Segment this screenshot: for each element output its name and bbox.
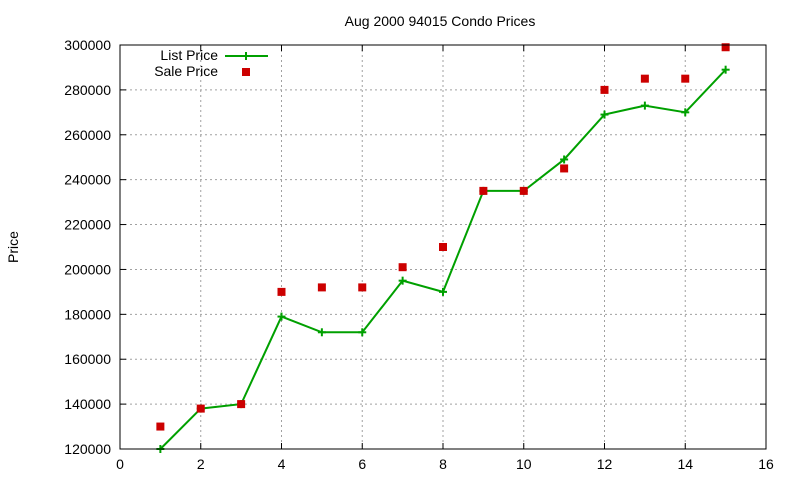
legend-label-list-price: List Price	[160, 47, 218, 63]
sale-price-point	[479, 186, 488, 195]
x-tick-label: 14	[677, 456, 693, 472]
list-price-point	[439, 287, 447, 296]
sale-price-point	[439, 243, 447, 251]
x-tick-label: 6	[358, 456, 366, 472]
sale-price-point	[156, 422, 165, 431]
sale-price-point	[277, 287, 286, 296]
sale-price-point	[681, 74, 690, 83]
list-price-point	[640, 101, 649, 110]
x-tick-label: 16	[758, 456, 774, 472]
sale-price-point	[600, 85, 609, 94]
x-tick-label: 4	[278, 456, 286, 472]
legend-marker-sale-price	[242, 68, 250, 76]
y-tick-label: 220000	[64, 217, 111, 233]
sale-price-point	[721, 43, 730, 52]
list-price-point	[560, 155, 569, 164]
y-axis-label: Price	[5, 231, 21, 263]
series	[156, 43, 730, 453]
list-price-point	[358, 328, 367, 337]
legend-label-sale-price: Sale Price	[154, 63, 218, 79]
y-tick-label: 240000	[64, 172, 111, 188]
sale-price-point	[640, 74, 649, 83]
sale-price-point	[358, 283, 367, 292]
y-tick-label: 180000	[64, 306, 111, 322]
y-tick-label: 200000	[64, 261, 111, 277]
y-tick-label: 120000	[64, 441, 111, 457]
sale-price-point	[237, 400, 246, 409]
sale-price-point	[560, 164, 569, 173]
x-tick-label: 12	[597, 456, 613, 472]
y-tick-label: 260000	[64, 127, 111, 143]
sale-price-point	[196, 404, 205, 413]
chart-title: Aug 2000 94015 Condo Prices	[345, 13, 536, 29]
axis-ticks: 0 2 4 6 8 10 12 14 16 120000 140000 160000 180000 200…	[64, 37, 774, 472]
y-tick-label: 300000	[64, 37, 111, 53]
sale-price-point	[519, 186, 528, 195]
list-price-point	[317, 328, 326, 337]
legend-marker-list-price	[242, 52, 250, 60]
y-tick-label: 140000	[64, 396, 111, 412]
sale-price-point	[398, 263, 407, 272]
list-price-point	[277, 312, 286, 321]
y-tick-label: 160000	[64, 351, 111, 367]
x-tick-label: 0	[116, 456, 124, 472]
list-price-point	[721, 65, 730, 74]
legend: List Price Sale Price	[154, 47, 268, 79]
list-price-point	[398, 276, 407, 285]
x-tick-label: 10	[516, 456, 532, 472]
sale-price-point	[317, 283, 326, 292]
plot-frame	[119, 44, 767, 450]
y-tick-label: 280000	[64, 82, 111, 98]
list-price-point	[681, 108, 690, 117]
x-tick-label: 8	[439, 456, 447, 472]
x-tick-label: 2	[197, 456, 205, 472]
list-price-point	[600, 110, 609, 119]
